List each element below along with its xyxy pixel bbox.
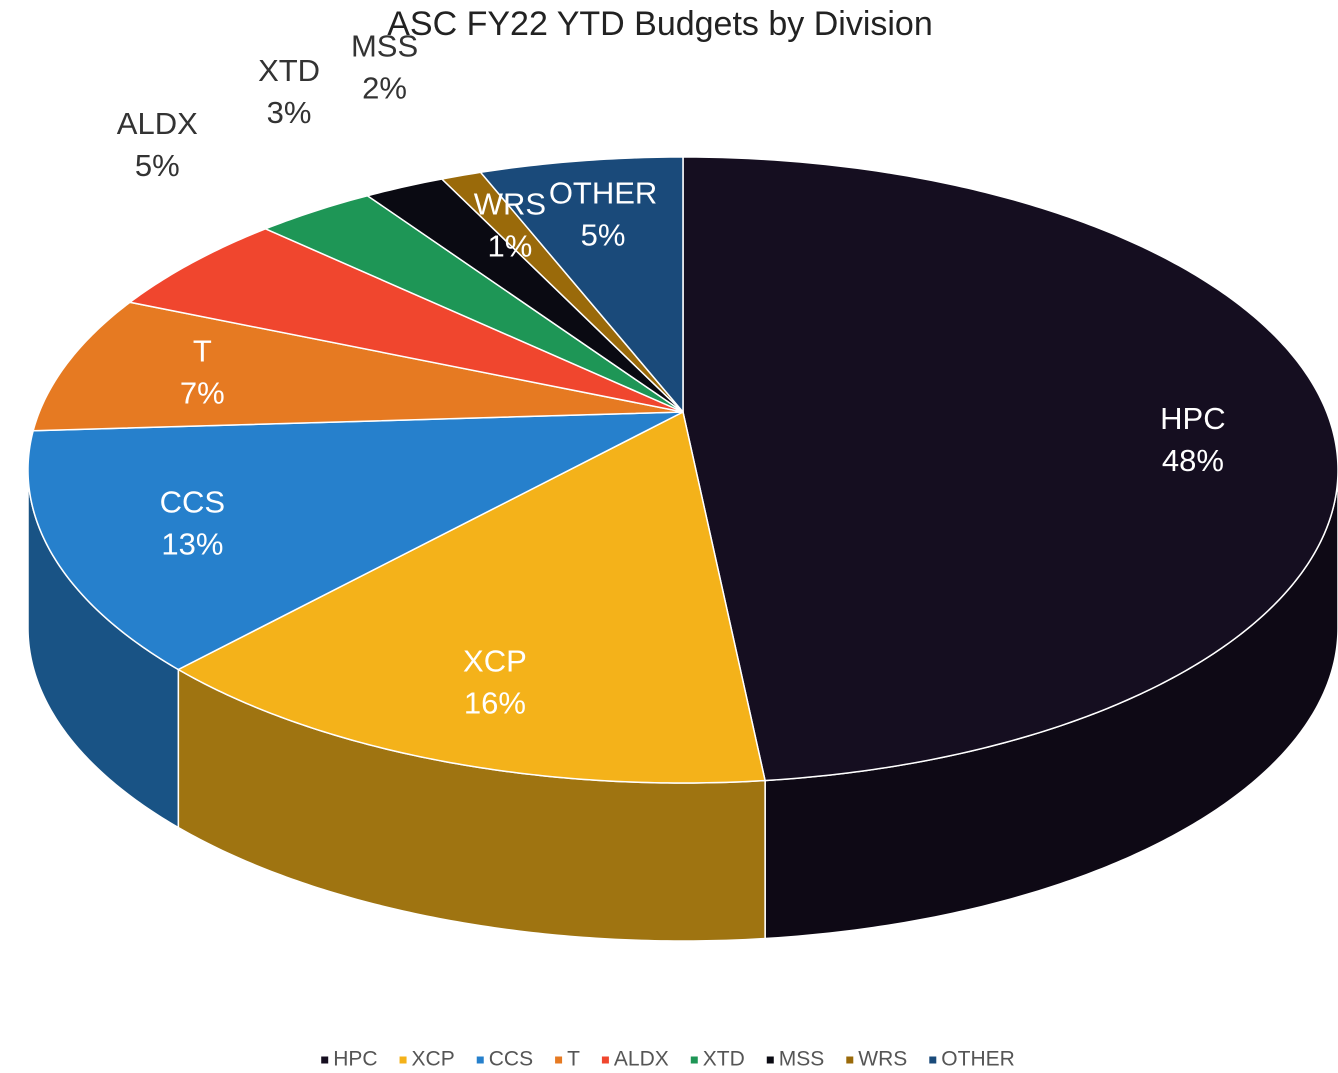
- legend-swatch: [846, 1056, 854, 1064]
- legend-swatch: [929, 1056, 937, 1064]
- pie-slice: [32, 301, 684, 432]
- legend-label: WRS: [858, 1048, 907, 1071]
- pie-slice: [176, 410, 767, 784]
- legend-label: XTD: [703, 1048, 745, 1071]
- legend-swatch: [555, 1056, 563, 1064]
- data-label-value: 13%: [161, 527, 223, 562]
- data-label-value: 7%: [180, 376, 225, 411]
- data-label-name: XCP: [463, 643, 527, 678]
- legend-swatch: [321, 1056, 329, 1064]
- data-label-value: 3%: [267, 95, 312, 130]
- legend-label: MSS: [779, 1048, 825, 1071]
- pie-slice: [365, 178, 684, 413]
- data-label-name: MSS: [351, 28, 418, 63]
- data-label-value: 1%: [488, 229, 533, 264]
- legend-label: CCS: [489, 1048, 533, 1071]
- data-label-name: CCS: [160, 485, 225, 520]
- legend-label: ALDX: [614, 1048, 669, 1071]
- legend: HPC XCP CCS T ALDX XTD MSS WRS OTHER: [321, 1048, 1015, 1071]
- data-label-name: WRS: [474, 187, 546, 222]
- data-label-value: 48%: [1162, 443, 1224, 478]
- data-label-value: 16%: [464, 685, 526, 720]
- legend-swatch: [399, 1056, 407, 1064]
- data-label-name: HPC: [1160, 401, 1225, 436]
- pie-slice: [27, 411, 684, 671]
- legend-label: OTHER: [941, 1048, 1015, 1071]
- chart-title: ASC FY22 YTD Budgets by Division: [387, 5, 933, 43]
- data-label-value: 5%: [581, 217, 626, 252]
- data-label-name: T: [193, 334, 212, 369]
- pie-slice: [440, 171, 684, 413]
- legend-swatch: [766, 1056, 774, 1064]
- legend-label: XCP: [412, 1048, 455, 1071]
- pie-slice: [682, 156, 1338, 782]
- pie-slice: [263, 194, 684, 413]
- data-label-value: 5%: [135, 148, 180, 183]
- pie-slice: [128, 228, 684, 413]
- legend-swatch: [601, 1056, 609, 1064]
- data-label-name: OTHER: [549, 175, 658, 210]
- legend-swatch: [690, 1056, 698, 1064]
- data-label-name: XTD: [258, 53, 320, 88]
- legend-label: HPC: [333, 1048, 377, 1071]
- data-label-value: 2%: [362, 70, 407, 105]
- legend-swatch: [476, 1056, 484, 1064]
- legend-label: T: [567, 1048, 580, 1071]
- pie-slice: [479, 156, 684, 415]
- data-label-name: ALDX: [117, 106, 198, 141]
